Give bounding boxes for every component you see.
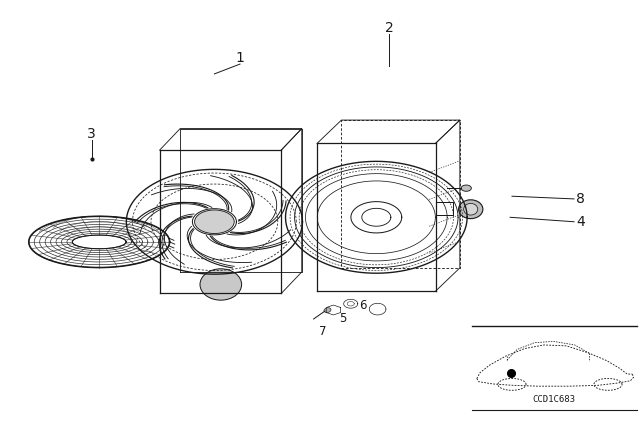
Ellipse shape xyxy=(195,210,234,233)
Text: 8: 8 xyxy=(576,192,585,206)
Ellipse shape xyxy=(324,308,331,313)
Text: 4: 4 xyxy=(576,215,585,229)
Text: 3: 3 xyxy=(87,127,96,142)
Ellipse shape xyxy=(200,269,242,300)
Ellipse shape xyxy=(458,200,483,219)
Text: 1: 1 xyxy=(236,51,244,65)
Text: 5: 5 xyxy=(339,312,347,326)
Ellipse shape xyxy=(463,203,478,215)
Text: CCD1C683: CCD1C683 xyxy=(532,395,576,404)
Text: 7: 7 xyxy=(319,325,327,338)
Text: 6: 6 xyxy=(359,299,367,312)
Ellipse shape xyxy=(461,185,472,191)
Text: 2: 2 xyxy=(385,21,394,35)
